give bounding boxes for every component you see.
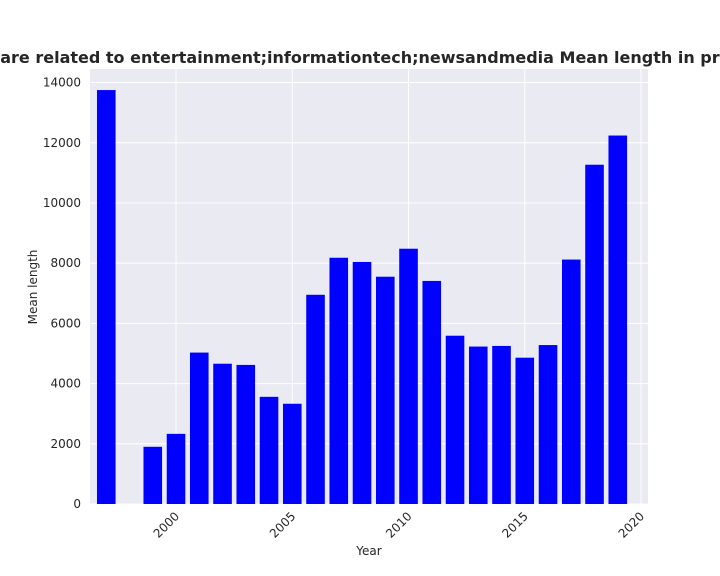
bar-2001 (189, 352, 209, 504)
bar-2004 (259, 396, 279, 504)
y-tick-label: 6000 (50, 316, 81, 330)
y-tick-label: 14000 (43, 76, 81, 90)
x-tick-labels: 2000 2005 2010 2015 2020 (151, 509, 647, 540)
y-tick-label: 2000 (50, 437, 81, 451)
bar-2018 (585, 164, 604, 504)
bar-2007 (329, 257, 349, 504)
x-axis-label: Year (355, 544, 381, 558)
bar-2006 (306, 294, 325, 504)
bar-1997 (96, 90, 116, 504)
bar-2002 (213, 363, 232, 504)
y-tick-label: 4000 (50, 377, 81, 391)
bar-2005 (282, 403, 302, 504)
bar-2013 (468, 346, 488, 504)
y-tick-label: 10000 (43, 196, 81, 210)
y-tick-labels: 0 2000 4000 6000 8000 10000 12000 14000 (43, 76, 81, 511)
x-tick-label: 2005 (267, 509, 298, 540)
bar-2014 (492, 345, 511, 504)
bar-2009 (375, 276, 395, 504)
x-tick-label: 2000 (151, 509, 182, 540)
bar-2016 (538, 345, 558, 504)
bar-2015 (515, 357, 535, 504)
bar-2003 (236, 364, 256, 504)
bar-2010 (399, 248, 418, 504)
y-tick-label: 0 (73, 497, 81, 511)
bar-2012 (445, 335, 465, 504)
x-tick-label: 2015 (499, 509, 530, 540)
y-axis-label: Mean length (26, 250, 40, 325)
y-tick-label: 12000 (43, 136, 81, 150)
x-tick-label: 2020 (616, 509, 647, 540)
y-tick-label: 8000 (50, 256, 81, 270)
bar-2008 (352, 261, 372, 504)
chart-title: Categories are related to entertainment;… (0, 48, 720, 67)
bars (96, 90, 628, 504)
bar-2000 (166, 433, 186, 504)
bar-2011 (422, 280, 442, 504)
bar-2019 (608, 135, 628, 504)
x-tick-label: 2010 (383, 509, 414, 540)
bar-1999 (143, 446, 163, 504)
bar-2017 (561, 259, 581, 504)
